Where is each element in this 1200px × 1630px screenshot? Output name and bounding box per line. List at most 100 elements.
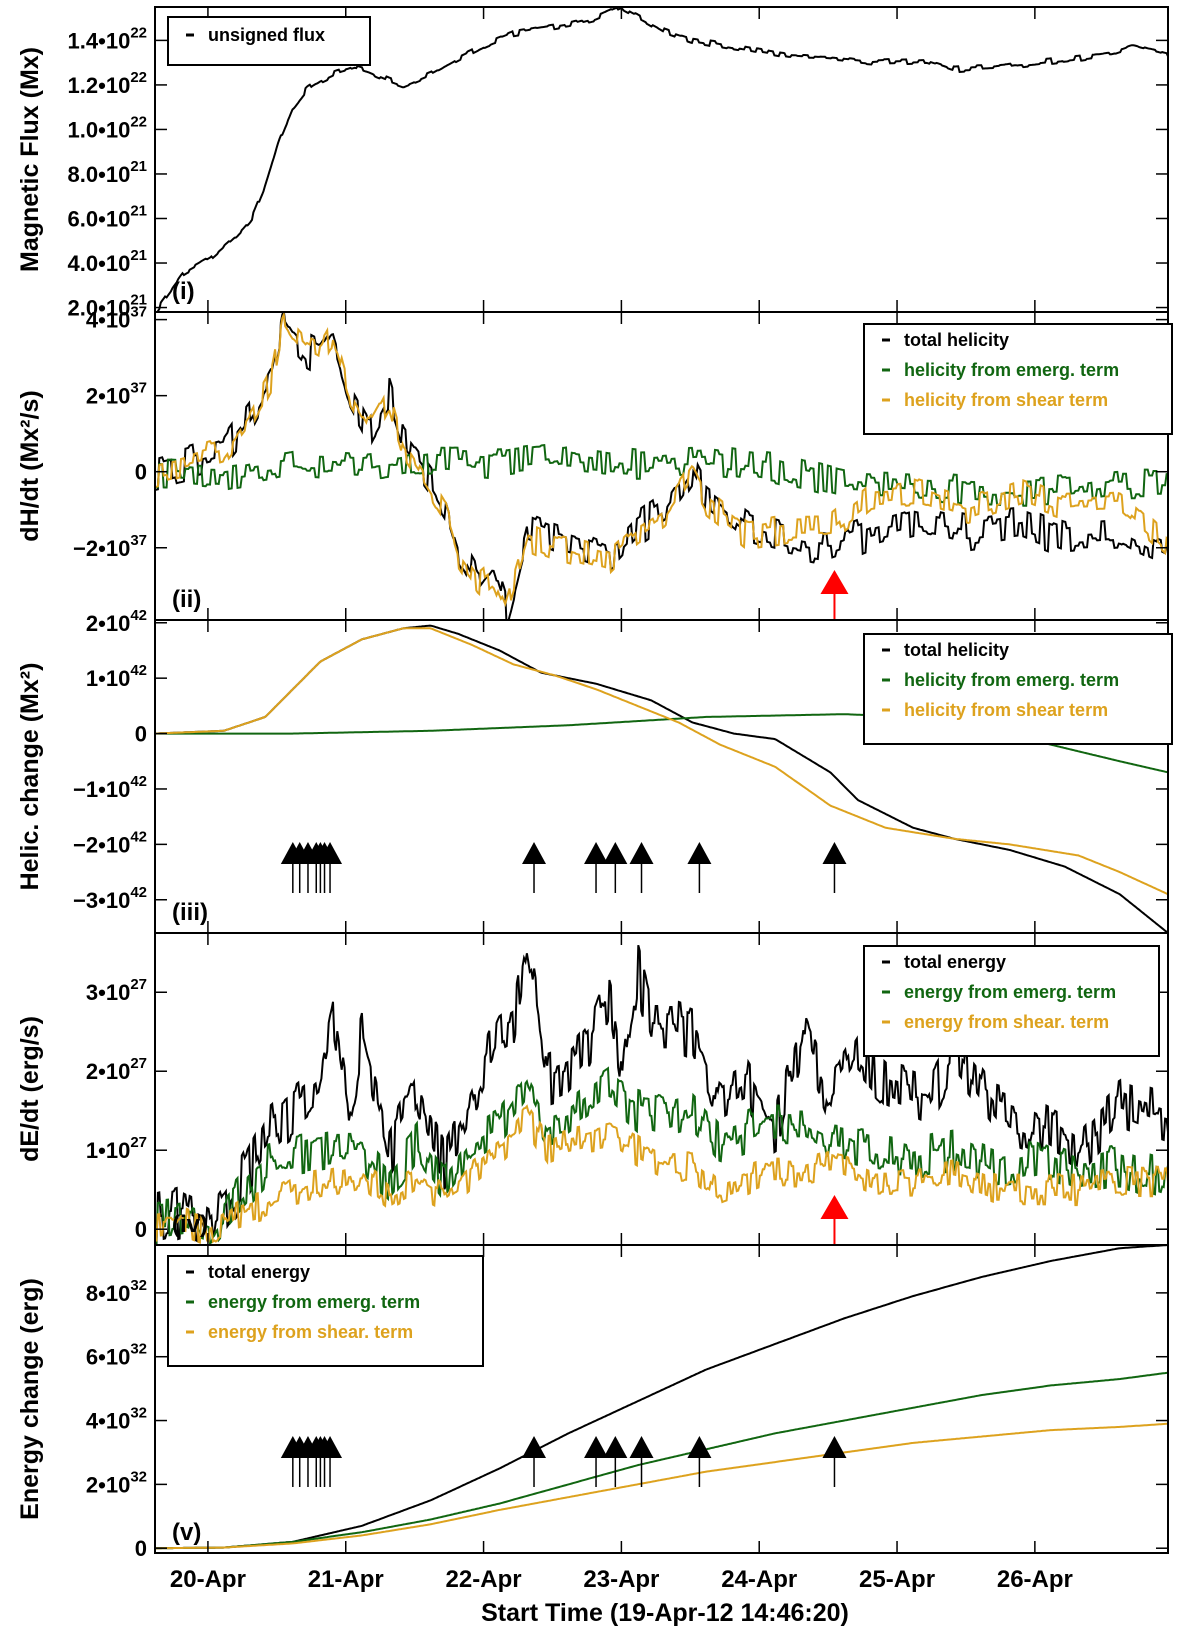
series-line-shear xyxy=(155,312,1168,608)
x-tick-label: 23-Apr xyxy=(583,1566,659,1593)
legend-entry: energy from shear. term xyxy=(208,1322,413,1342)
legend-entry: total energy xyxy=(208,1262,310,1282)
legend: total energy energy from emerg. term energ… xyxy=(863,945,1160,1057)
legend-entry: helicity from emerg. term xyxy=(904,670,1119,690)
flare-triangle-icon xyxy=(584,842,609,864)
y-tick-label: 4•1032 xyxy=(86,1405,147,1434)
legend-box xyxy=(863,323,1173,435)
panels: 2.0•1021 4.0•1021 6.0•1021 8.0•1021 1.0•1022… xyxy=(16,6,1173,1561)
legend-entry: energy from shear. term xyxy=(904,1012,1109,1032)
flare-triangle-icon xyxy=(629,842,654,864)
y-axis-title: Helic. change (Mx²) xyxy=(16,663,44,891)
y-tick-label: 2•1042 xyxy=(86,607,147,636)
x-tick-label: 26-Apr xyxy=(997,1566,1073,1593)
legend-entry: helicity from shear term xyxy=(904,700,1108,720)
x-tick-label: 21-Apr xyxy=(308,1566,384,1593)
y-tick-label: −1•1042 xyxy=(73,773,147,802)
red-arrow-icon xyxy=(820,570,849,594)
series-line-total xyxy=(155,1245,1168,1550)
red-arrow-icon xyxy=(820,1195,849,1219)
panel-i: 2.0•1021 4.0•1021 6.0•1021 8.0•1021 1.0•1022… xyxy=(16,6,1169,321)
y-tick-label: 1.2•1022 xyxy=(68,69,147,98)
y-tick-label: 0 xyxy=(135,460,147,485)
panel-v: 0 2•1032 4•1032 6•1032 8•1032 Energy change (… xyxy=(16,1244,1169,1561)
y-tick-label: 6•1032 xyxy=(86,1341,147,1370)
y-tick-label: 8.0•1021 xyxy=(68,158,147,187)
plot-frame xyxy=(154,1244,1169,1554)
panel-label: (ii) xyxy=(172,586,201,613)
y-axis-title: Magnetic Flux (Mx) xyxy=(16,47,44,272)
legend-entry: total energy xyxy=(904,952,1006,972)
panel-iv: 0 1•1027 2•1027 3•1027 dE/dt (erg/s) (iv) tota… xyxy=(16,932,1169,1246)
series-line-emergence xyxy=(155,1371,1168,1550)
panel-ii: −2•1037 0 2•1037 4•1037 dH/dt (Mx²/s) (ii) tot… xyxy=(16,304,1173,621)
y-tick-label: 6.0•1021 xyxy=(68,202,147,231)
y-tick-label: 8•1032 xyxy=(86,1277,147,1306)
y-axis-title: Energy change (erg) xyxy=(16,1278,44,1520)
flare-triangle-icon xyxy=(584,1436,609,1458)
legend-entry: helicity from emerg. term xyxy=(904,360,1119,380)
legend-entry: helicity from shear term xyxy=(904,390,1108,410)
y-tick-label: 1.4•1022 xyxy=(68,24,147,53)
y-tick-label: 4•1037 xyxy=(86,304,147,333)
legend: unsigned flux xyxy=(167,16,371,66)
legend-entry: energy from emerg. term xyxy=(904,982,1116,1002)
y-tick-label: 2•1027 xyxy=(86,1055,147,1084)
y-tick-label: 1•1042 xyxy=(86,662,147,691)
y-tick-label: 0 xyxy=(135,1536,147,1561)
y-tick-label: 2.0•1021 xyxy=(68,292,147,321)
legend-entry: energy from emerg. term xyxy=(208,1292,420,1312)
y-tick-label: −2•1042 xyxy=(73,828,147,857)
legend: total helicity helicity from emerg. term h… xyxy=(863,323,1173,435)
flare-triangle-icon xyxy=(522,1436,547,1458)
y-tick-label: 4.0•1021 xyxy=(68,247,147,276)
flare-triangle-icon xyxy=(522,842,547,864)
y-tick-label: 2•1037 xyxy=(86,380,147,409)
legend-box xyxy=(863,945,1160,1057)
legend-box xyxy=(863,633,1173,745)
flare-triangle-icon xyxy=(687,1436,712,1458)
legend-entry: total helicity xyxy=(904,640,1009,660)
x-axis-title: Start Time (19-Apr-12 14:46:20) xyxy=(481,1599,849,1627)
flare-triangle-icon xyxy=(318,1436,343,1458)
flare-triangle-icon xyxy=(318,842,343,864)
panel-iii: −3•1042 −2•1042 −1•1042 0 1•1042 2•1042 Helic.… xyxy=(16,607,1173,934)
series-line-shear xyxy=(155,1422,1168,1550)
y-tick-label: 1•1027 xyxy=(86,1134,147,1163)
legend: total helicity helicity from emerg. term h… xyxy=(863,633,1173,745)
y-tick-label: 0 xyxy=(135,1217,147,1242)
y-tick-label: 2•1032 xyxy=(86,1468,147,1497)
legend-entry: unsigned flux xyxy=(208,25,325,45)
x-axis: 20-Apr 21-Apr 22-Apr 23-Apr 24-Apr 25-Apr 26-A… xyxy=(170,1566,1073,1593)
flare-triangle-icon xyxy=(603,842,628,864)
flare-triangle-icon xyxy=(822,842,847,864)
y-axis-title: dE/dt (erg/s) xyxy=(16,1016,44,1162)
legend: total energy energy from emerg. term energ… xyxy=(167,1255,484,1367)
legend-box xyxy=(167,1255,484,1367)
y-tick-label: −3•1042 xyxy=(73,884,147,913)
series-line-shear xyxy=(155,1104,1168,1244)
series-line-total xyxy=(155,944,1168,1245)
panel-label: (iii) xyxy=(172,899,208,926)
y-tick-label: 1.0•1022 xyxy=(68,113,147,142)
legend-entry: total helicity xyxy=(904,330,1009,350)
y-axis-title: dH/dt (Mx²/s) xyxy=(16,390,44,541)
y-tick-label: 0 xyxy=(135,722,147,747)
panel-label: (v) xyxy=(172,1519,201,1546)
x-tick-label: 24-Apr xyxy=(721,1566,797,1593)
panel-label: (i) xyxy=(172,278,195,305)
flare-triangle-icon xyxy=(629,1436,654,1458)
y-tick-label: −2•1037 xyxy=(73,532,147,561)
series-line-emergence xyxy=(155,1066,1168,1245)
flare-triangle-icon xyxy=(822,1436,847,1458)
series-line-total xyxy=(155,7,1168,312)
x-tick-label: 25-Apr xyxy=(859,1566,935,1593)
flare-triangle-icon xyxy=(603,1436,628,1458)
legend-box xyxy=(167,16,371,66)
x-tick-label: 20-Apr xyxy=(170,1566,246,1593)
x-tick-label: 22-Apr xyxy=(446,1566,522,1593)
panel-label: (iv) xyxy=(172,1211,208,1238)
series-line-shear xyxy=(155,627,1168,896)
flare-triangle-icon xyxy=(687,842,712,864)
